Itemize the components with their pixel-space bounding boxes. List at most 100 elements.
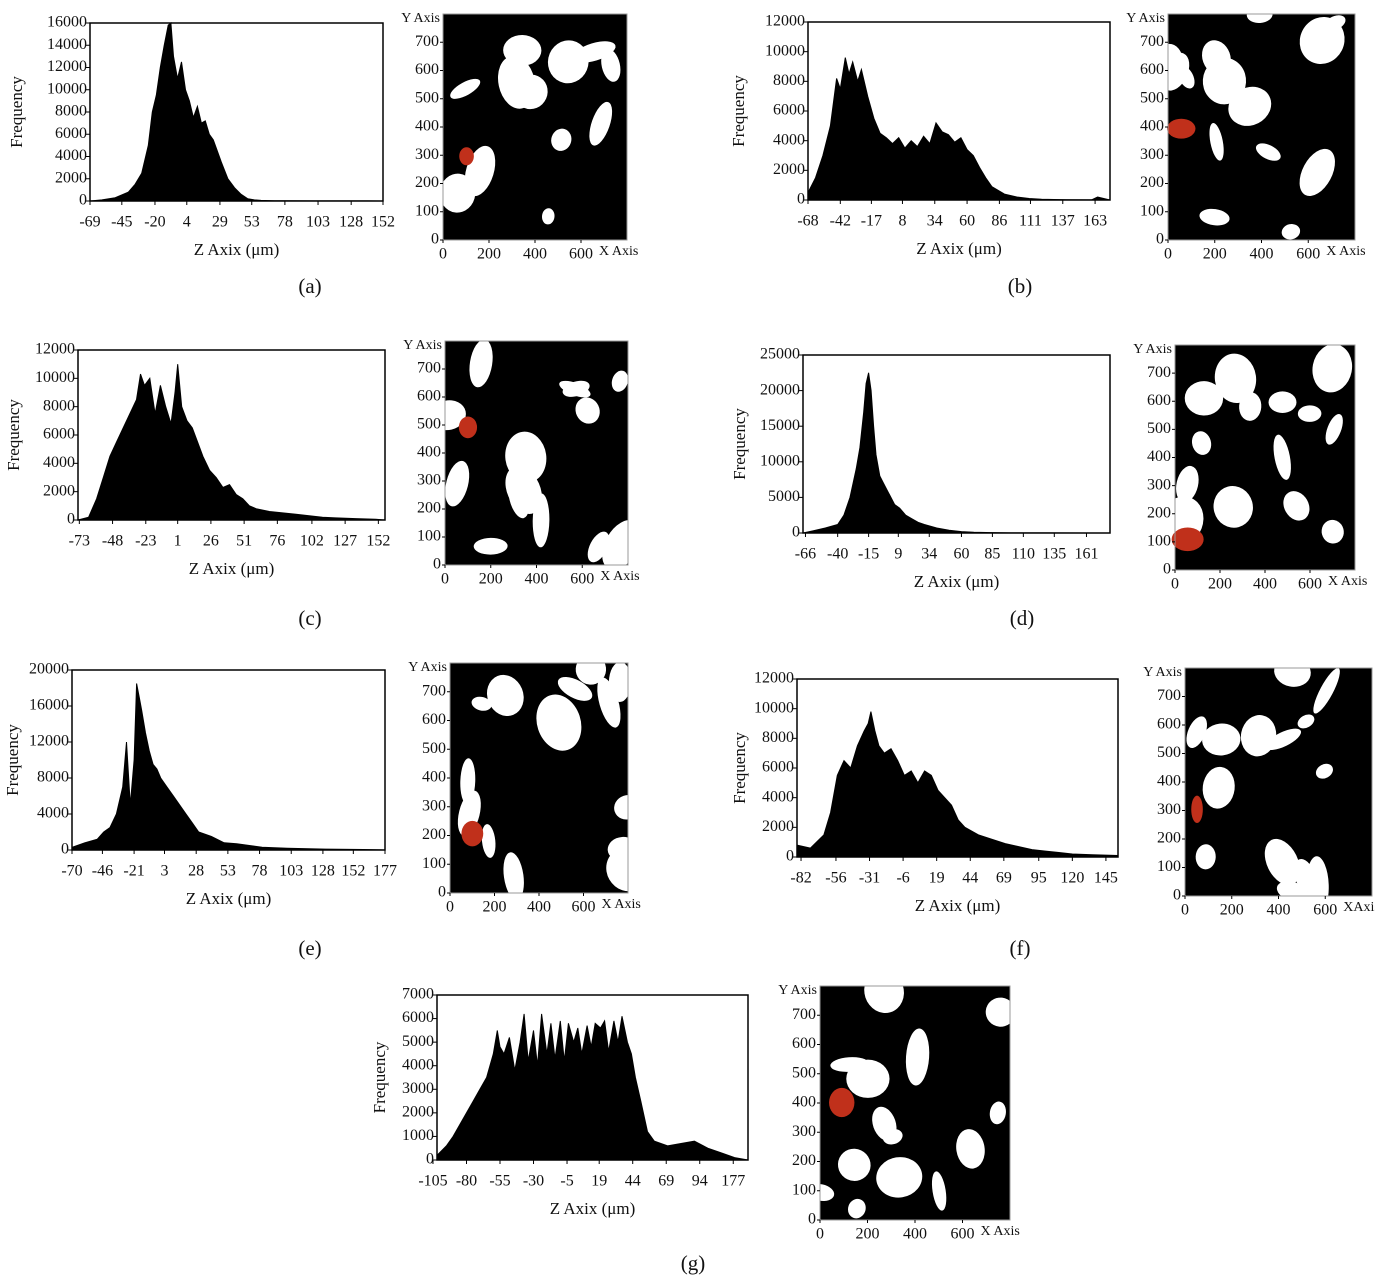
y-tick-label: 4000 [773,131,805,148]
x-tick-label: 53 [244,214,260,231]
y-tick-label: 100 [1140,202,1164,219]
x-tick-label: 128 [339,214,363,231]
x-tick-label: 69 [658,1173,674,1190]
y-tick-label: 0 [426,1151,434,1168]
x-axis-name: XAxis [1343,900,1375,915]
x-tick-label: -23 [135,533,156,550]
x-tick-label: 600 [1313,902,1337,919]
y-tick-label: 500 [422,740,446,757]
x-tick-label: 128 [311,863,335,880]
y-tick-label: 4000 [402,1056,434,1073]
x-tick-label: -46 [92,863,113,880]
x-tick-label: 600 [569,246,593,263]
x-tick-label: 51 [236,533,252,550]
figure: 0200040006000800010000120001400016000-69… [0,0,1375,1278]
y-tick-label: 100 [417,528,441,545]
y-tick-label: 700 [792,1006,816,1023]
y-tick-label: 600 [417,388,441,405]
y-tick-label: 400 [415,118,439,135]
x-tick-label: 135 [1042,546,1066,563]
y-tick-label: 8000 [55,103,87,120]
x-tick-label: -73 [69,533,90,550]
y-tick-label: 200 [415,174,439,191]
x-tick-label: -6 [896,870,909,887]
y-axis-name: Y Axis [1143,665,1182,680]
y-tick-label: 0 [786,848,794,865]
y-tick-label: 300 [1140,146,1164,163]
y-tick-label: 4000 [55,147,87,164]
y-tick-label: 14000 [47,36,87,53]
y-tick-label: 12000 [35,341,75,358]
y-tick-label: 6000 [773,102,805,119]
y-tick-label: 600 [1140,61,1164,78]
y-tick-label: 10000 [765,42,805,59]
x-axis-label: Z Axix (μm) [916,239,1002,258]
histogram-fill [72,684,385,851]
y-tick-label: 10000 [47,80,87,97]
x-tick-label: 94 [692,1173,708,1190]
y-tick-label: 700 [422,682,446,699]
y-axis-name: Y Axis [1133,342,1172,357]
y-tick-label: 700 [415,33,439,50]
y-tick-label: 12000 [754,670,794,687]
y-tick-label: 25000 [760,346,800,363]
y-axis-name: Y Axis [1126,11,1165,26]
histogram-fill [437,1014,748,1160]
y-tick-label: 2000 [762,818,794,835]
x-tick-label: 600 [572,899,596,916]
y-tick-label: 200 [1147,504,1171,521]
y-tick-label: 200 [1157,830,1181,847]
x-tick-label: 152 [341,863,365,880]
y-tick-label: 16000 [29,697,69,714]
x-tick-label: 400 [1250,246,1274,263]
x-tick-label: 137 [1051,213,1075,230]
y-axis-name: Y Axis [401,11,440,26]
x-tick-label: 19 [591,1173,607,1190]
y-tick-label: 2000 [402,1104,434,1121]
y-tick-label: 5000 [768,488,800,505]
x-tick-label: 200 [477,246,501,263]
y-tick-label: 15000 [760,417,800,434]
x-tick-label: -80 [456,1173,477,1190]
x-tick-label: 400 [523,246,547,263]
x-tick-label: 34 [921,546,937,563]
y-tick-label: 500 [1140,89,1164,106]
y-tick-label: 400 [422,769,446,786]
x-tick-label: 177 [373,863,397,880]
x-tick-label: 9 [894,546,902,563]
y-axis-label: Frequency [730,732,749,804]
x-tick-label: 0 [1171,576,1179,593]
x-tick-label: 28 [188,863,204,880]
y-tick-label: 100 [422,855,446,872]
pore-red [461,821,483,846]
y-tick-label: 6000 [55,125,87,142]
x-tick-label: 163 [1083,213,1107,230]
y-tick-label: 12000 [47,58,87,75]
panel-caption: (c) [298,606,321,630]
histogram-fill [803,373,1110,533]
y-tick-label: 0 [433,556,441,573]
x-tick-label: 400 [527,899,551,916]
x-tick-label: 103 [306,214,330,231]
x-tick-label: 200 [1220,902,1244,919]
x-tick-label: 26 [203,533,219,550]
y-tick-label: 100 [792,1181,816,1198]
y-tick-label: 0 [431,231,439,248]
x-tick-label: 0 [1181,902,1189,919]
y-tick-label: 0 [79,192,87,209]
x-axis-label: Z Axix (μm) [189,559,275,578]
y-tick-label: 2000 [55,169,87,186]
y-tick-label: 200 [417,500,441,517]
x-axis-name: X Axis [599,244,638,259]
x-tick-label: -56 [825,870,846,887]
x-tick-label: -31 [859,870,880,887]
y-tick-label: 600 [1147,392,1171,409]
x-tick-label: 600 [951,1226,975,1243]
y-tick-label: 300 [422,797,446,814]
y-tick-label: 0 [1163,561,1171,578]
y-tick-label: 6000 [762,759,794,776]
y-tick-label: 0 [792,524,800,541]
x-axis-name: X Axis [600,569,639,584]
x-tick-label: 152 [366,533,390,550]
y-tick-label: 700 [1140,33,1164,50]
